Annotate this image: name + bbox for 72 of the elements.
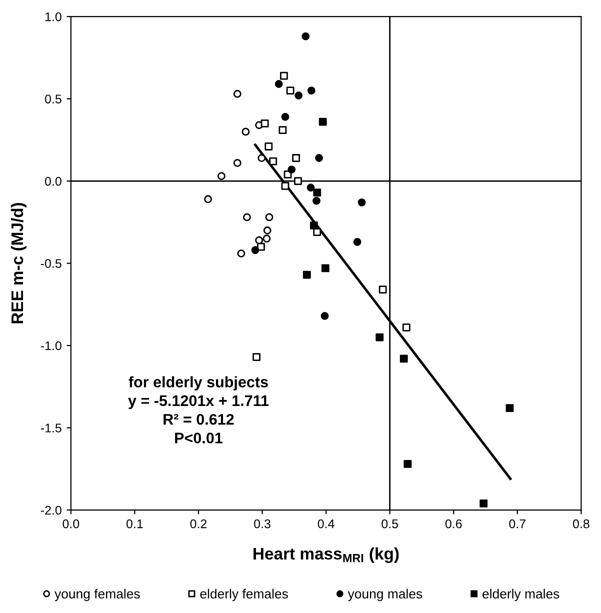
point	[318, 118, 327, 126]
point	[278, 126, 287, 134]
point	[233, 90, 242, 98]
point	[281, 182, 290, 190]
x-tick-label: 0.5	[382, 519, 398, 528]
point	[312, 196, 320, 205]
point	[204, 195, 212, 204]
point	[260, 120, 269, 128]
point	[242, 128, 250, 136]
x-tick-label: 0.4	[318, 519, 334, 528]
y-tick-label: -1.5	[40, 424, 62, 432]
point	[402, 323, 410, 332]
point	[302, 32, 310, 40]
point	[258, 154, 266, 162]
point	[233, 158, 242, 167]
point	[286, 86, 294, 95]
x-tick-label: 0.8	[572, 519, 590, 528]
x-axis-title: Heart mass$_{MRI}$ (kg)	[254, 547, 399, 563]
legend-label: young females	[54, 588, 140, 602]
point	[358, 198, 366, 206]
point	[217, 172, 226, 180]
point	[237, 249, 246, 258]
y-tick-label: -0.5	[40, 259, 62, 268]
point	[288, 166, 296, 174]
point	[506, 404, 514, 412]
point	[269, 157, 278, 166]
point	[307, 86, 316, 95]
x-tick-label: 0.1	[126, 519, 143, 528]
legend-label: elderly males	[482, 588, 560, 602]
point	[313, 188, 322, 197]
y-tick-label: 0.5	[45, 94, 62, 104]
point	[264, 142, 273, 150]
point	[252, 353, 260, 361]
point	[313, 228, 322, 236]
legend-label: young males	[348, 588, 422, 602]
point	[294, 92, 303, 100]
point	[306, 184, 315, 192]
y-tick-label: 0.0	[45, 176, 62, 186]
point	[378, 286, 387, 294]
point	[274, 80, 283, 88]
y-tick-label: -1.0	[40, 341, 62, 350]
point	[251, 246, 260, 254]
point	[376, 333, 384, 342]
point	[353, 238, 362, 246]
point	[321, 264, 330, 272]
legend-label: elderly females	[200, 588, 288, 602]
x-tick-label: 0.3	[254, 519, 270, 528]
point	[243, 213, 251, 222]
point	[257, 242, 265, 251]
point	[302, 270, 311, 279]
point	[280, 72, 288, 80]
point	[263, 226, 272, 234]
point	[315, 154, 323, 162]
x-tick-label: 0.7	[509, 519, 526, 528]
point	[310, 222, 318, 230]
point	[320, 312, 329, 320]
point	[404, 460, 412, 468]
y-tick-label: 1.0	[45, 12, 62, 22]
point	[292, 154, 300, 162]
point	[255, 236, 264, 244]
annotation: for elderly subjects y = -5.1201x + 1.711 R² = 0.612 P<0.01	[128, 376, 269, 444]
point	[262, 234, 271, 243]
point	[480, 499, 488, 508]
x-tick-label: 0.0	[62, 519, 80, 528]
x-tick-label: 0.6	[445, 519, 462, 528]
point	[400, 354, 408, 363]
y-axis-title: REE m-c (MJ/d)	[10, 202, 26, 324]
point	[281, 112, 290, 121]
point	[265, 213, 274, 222]
y-tick-label: -2.0	[40, 506, 62, 515]
x-tick-label: 0.2	[190, 519, 207, 528]
point	[294, 177, 302, 185]
